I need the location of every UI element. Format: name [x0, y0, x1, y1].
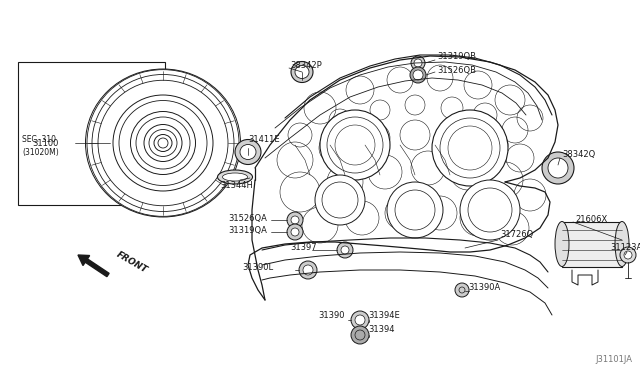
- Text: 31526QA: 31526QA: [228, 214, 267, 222]
- Ellipse shape: [154, 135, 172, 151]
- Circle shape: [414, 59, 422, 67]
- Text: 31726Q: 31726Q: [500, 231, 533, 240]
- Ellipse shape: [223, 173, 248, 181]
- Circle shape: [455, 283, 469, 297]
- Circle shape: [542, 152, 574, 184]
- Circle shape: [341, 246, 349, 254]
- Circle shape: [303, 265, 313, 275]
- Text: 31390L: 31390L: [242, 263, 273, 273]
- FancyArrow shape: [78, 255, 109, 277]
- Circle shape: [413, 70, 423, 80]
- Text: J31101JA: J31101JA: [595, 356, 632, 365]
- Ellipse shape: [131, 112, 195, 174]
- Text: 31394E: 31394E: [368, 311, 400, 320]
- Text: 31411E: 31411E: [248, 135, 280, 144]
- Circle shape: [624, 251, 632, 259]
- Circle shape: [291, 228, 299, 236]
- Ellipse shape: [144, 125, 182, 161]
- Text: 38342Q: 38342Q: [562, 151, 595, 160]
- Ellipse shape: [615, 221, 629, 266]
- Ellipse shape: [218, 170, 253, 184]
- Circle shape: [315, 175, 365, 225]
- Text: 31397: 31397: [290, 244, 317, 253]
- Circle shape: [620, 247, 636, 263]
- Text: 31390A: 31390A: [468, 283, 500, 292]
- Text: SEC. 310: SEC. 310: [22, 135, 56, 144]
- Ellipse shape: [291, 61, 313, 83]
- Text: 31100: 31100: [32, 138, 58, 148]
- Ellipse shape: [86, 69, 241, 217]
- Text: 31394: 31394: [368, 326, 394, 334]
- Text: 31344H: 31344H: [220, 180, 253, 189]
- Text: 38342P: 38342P: [290, 61, 322, 70]
- Text: 31526QB: 31526QB: [437, 65, 476, 74]
- Circle shape: [387, 182, 443, 238]
- Ellipse shape: [555, 221, 569, 266]
- Bar: [562, 222, 622, 267]
- Ellipse shape: [158, 138, 168, 148]
- Text: 31123A: 31123A: [610, 244, 640, 253]
- Circle shape: [287, 224, 303, 240]
- Circle shape: [411, 56, 425, 70]
- Circle shape: [351, 311, 369, 329]
- Text: FRONT: FRONT: [115, 250, 149, 275]
- Text: (31020M): (31020M): [22, 148, 59, 157]
- Circle shape: [320, 110, 390, 180]
- Circle shape: [351, 326, 369, 344]
- Ellipse shape: [235, 140, 261, 164]
- Ellipse shape: [295, 65, 309, 78]
- Text: 31319QA: 31319QA: [228, 225, 267, 234]
- Circle shape: [337, 242, 353, 258]
- Circle shape: [287, 212, 303, 228]
- Circle shape: [291, 216, 299, 224]
- Ellipse shape: [113, 95, 213, 191]
- Circle shape: [432, 110, 508, 186]
- Ellipse shape: [240, 144, 256, 160]
- Circle shape: [548, 158, 568, 178]
- Bar: [18, 62, 165, 205]
- Circle shape: [299, 261, 317, 279]
- Text: 31319QB: 31319QB: [437, 52, 476, 61]
- Text: 31390: 31390: [318, 311, 344, 320]
- Circle shape: [355, 315, 365, 325]
- Circle shape: [410, 67, 426, 83]
- Circle shape: [460, 180, 520, 240]
- Text: 21606X: 21606X: [575, 215, 607, 224]
